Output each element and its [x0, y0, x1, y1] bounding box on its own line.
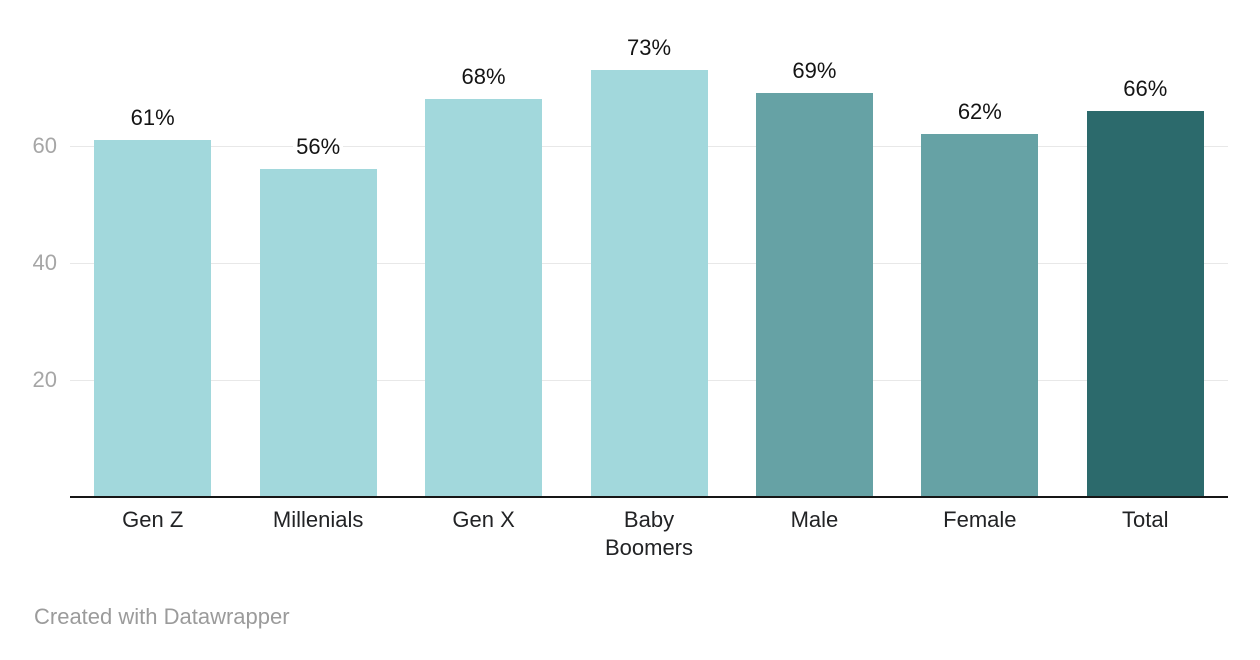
category-label-female: Female: [943, 507, 1017, 532]
category-label-male: Male: [790, 507, 839, 532]
bar-millenials[interactable]: [259, 169, 377, 497]
value-label-gen-x: 68%: [409, 63, 559, 90]
value-label-millenials: 56%: [243, 133, 393, 160]
x-axis-line: [70, 496, 1228, 498]
value-label-male: 69%: [739, 57, 889, 84]
bar-gen-z[interactable]: [94, 140, 212, 497]
bar-gen-x[interactable]: [425, 99, 543, 497]
value-label-female: 62%: [905, 98, 1055, 125]
y-tick-label-20: 20: [32, 367, 57, 392]
value-label-total: 66%: [1070, 75, 1220, 102]
bar-male[interactable]: [755, 93, 873, 497]
category-label-gen-z: Gen Z: [122, 507, 184, 532]
category-label-baby-boomers: Baby Boomers: [604, 507, 694, 560]
y-tick-label-60: 60: [32, 133, 57, 158]
bar-baby-boomers[interactable]: [590, 69, 708, 497]
category-label-total: Total: [1122, 507, 1169, 532]
category-label-millenials: Millenials: [272, 507, 364, 532]
bar-total[interactable]: [1086, 110, 1204, 497]
datawrapper-credit[interactable]: Created with Datawrapper: [34, 604, 290, 629]
category-label-gen-x: Gen X: [452, 507, 515, 532]
bar-female[interactable]: [921, 134, 1039, 497]
value-label-baby-boomers: 73%: [574, 34, 724, 61]
y-tick-label-40: 40: [32, 250, 57, 275]
value-label-gen-z: 61%: [78, 104, 228, 131]
